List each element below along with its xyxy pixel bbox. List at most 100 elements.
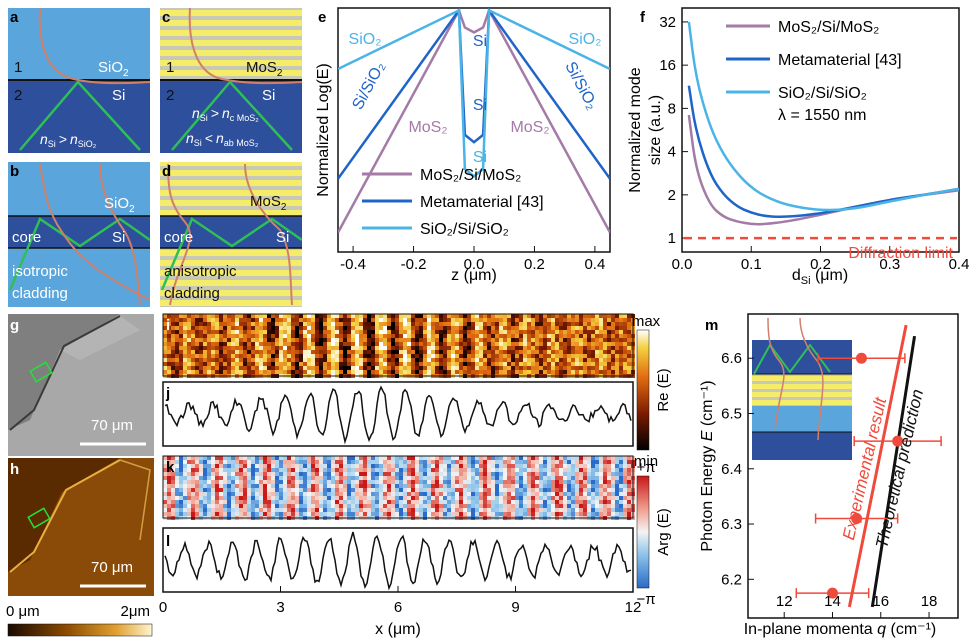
arg-map-pixel [459, 476, 463, 480]
arg-map-pixel [327, 480, 331, 484]
re-map-pixel [555, 318, 559, 322]
arg-map-pixel [307, 480, 311, 484]
arg-map-pixel [331, 504, 335, 508]
data-point [851, 513, 863, 525]
re-map-pixel [499, 338, 503, 342]
re-map-pixel [523, 326, 527, 330]
re-map-pixel [523, 314, 527, 318]
re-map-pixel [199, 338, 203, 342]
arg-map-pixel [463, 508, 467, 512]
re-map-pixel [343, 322, 347, 326]
re-map-pixel [335, 350, 339, 354]
arg-map-pixel [447, 484, 451, 488]
chart-e: -0.4 -0.2 0.0 0.2 0.4 e z (μm) Normalized Lo… [315, 7, 611, 284]
re-map-pixel [515, 314, 519, 318]
arg-map-pixel [483, 468, 487, 472]
re-map-pixel [187, 326, 191, 330]
arg-map-pixel [239, 500, 243, 504]
re-map-pixel [187, 358, 191, 362]
re-map-pixel [239, 346, 243, 350]
arg-map-pixel [335, 484, 339, 488]
arg-map-pixel [195, 508, 199, 512]
re-map-pixel [587, 358, 591, 362]
arg-map-pixel [395, 472, 399, 476]
arg-map-pixel [423, 492, 427, 496]
re-map-pixel [535, 354, 539, 358]
arg-map-pixel [367, 476, 371, 480]
re-map-pixel [471, 346, 475, 350]
re-map-pixel [203, 330, 207, 334]
arg-map-pixel [243, 460, 247, 464]
re-map-pixel [179, 314, 183, 318]
re-map-pixel [279, 370, 283, 374]
arg-map-pixel [435, 476, 439, 480]
arg-map-pixel [411, 508, 415, 512]
re-map-pixel [335, 370, 339, 374]
arg-map-pixel [443, 512, 447, 516]
arg-map-pixel [251, 488, 255, 492]
re-map-pixel [275, 322, 279, 326]
arg-map-pixel [607, 512, 611, 516]
arg-map-pixel [219, 500, 223, 504]
arg-map-pixel [175, 504, 179, 508]
arg-map-pixel [443, 488, 447, 492]
arg-map-pixel [259, 468, 263, 472]
re-map-pixel [323, 338, 327, 342]
arg-map-pixel [231, 476, 235, 480]
re-map-pixel [211, 326, 215, 330]
arg-map-pixel [339, 464, 343, 468]
arg-map-pixel [271, 476, 275, 480]
re-map-pixel [447, 322, 451, 326]
re-map-pixel [431, 318, 435, 322]
re-map-pixel [359, 330, 363, 334]
re-map-pixel [335, 326, 339, 330]
arg-map-pixel [459, 508, 463, 512]
arg-map-pixel [191, 480, 195, 484]
arg-map-pixel [607, 492, 611, 496]
re-map-pixel [615, 342, 619, 346]
re-map-pixel [227, 326, 231, 330]
arg-map-pixel [583, 484, 587, 488]
re-map-pixel [211, 366, 215, 370]
arg-map-pixel [363, 488, 367, 492]
re-map-pixel [531, 366, 535, 370]
re-map-pixel [435, 314, 439, 318]
re-map-pixel [395, 358, 399, 362]
re-map-pixel [599, 318, 603, 322]
re-map-pixel [331, 338, 335, 342]
arg-map-pixel [239, 476, 243, 480]
re-map-pixel [347, 354, 351, 358]
arg-map-pixel [551, 508, 555, 512]
arg-map-pixel [171, 468, 175, 472]
arg-map-pixel [435, 456, 439, 460]
panel-h: 70 μm h 0 μm 2μm [6, 458, 154, 637]
re-map-pixel [567, 346, 571, 350]
re-map-pixel [211, 362, 215, 366]
re-map-pixel [251, 358, 255, 362]
arg-map-pixel [295, 488, 299, 492]
re-map-pixel [395, 318, 399, 322]
re-map-pixel [583, 314, 587, 318]
arg-map-pixel [623, 456, 627, 460]
arg-map-pixel [571, 468, 575, 472]
arg-map-pixel [563, 484, 567, 488]
arg-map-pixel [583, 508, 587, 512]
re-map-pixel [163, 326, 167, 330]
arg-map-pixel [163, 456, 167, 460]
arg-map-pixel [467, 508, 471, 512]
arg-map-pixel [319, 512, 323, 516]
re-map-pixel [559, 370, 563, 374]
arg-map-pixel [571, 512, 575, 516]
arg-map-pixel [399, 460, 403, 464]
re-map-pixel [599, 362, 603, 366]
re-map-pixel [175, 314, 179, 318]
arg-map-pixel [503, 500, 507, 504]
re-map-pixel [315, 314, 319, 318]
arg-map-pixel [235, 476, 239, 480]
re-map-pixel [587, 338, 591, 342]
arg-map-pixel [247, 476, 251, 480]
arg-map-pixel [215, 508, 219, 512]
re-map-pixel [615, 334, 619, 338]
re-map-pixel [307, 358, 311, 362]
arg-map-pixel [191, 460, 195, 464]
